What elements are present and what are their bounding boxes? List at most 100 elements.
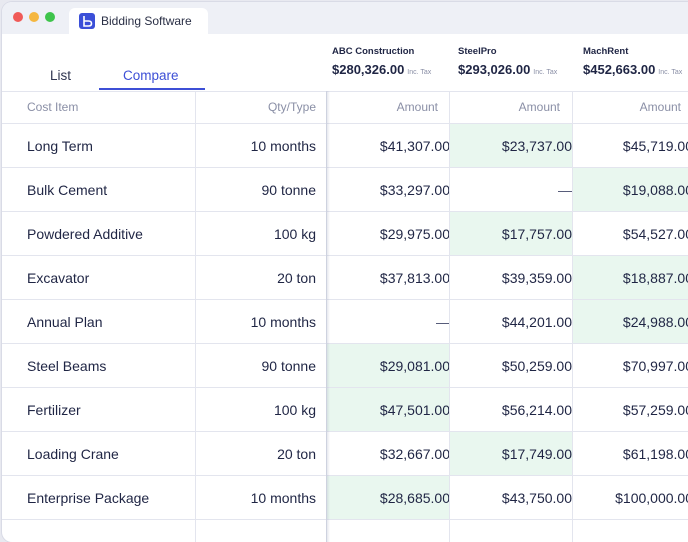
table-header: Cost Item Qty/Type Amount Amount Amount (2, 91, 688, 124)
lowest-bid-highlight (450, 432, 572, 475)
qty-cell: 90 tonne (261, 358, 317, 374)
table-row[interactable]: Long Term 10 months $41,307.00 $23,737.00 $4… (2, 124, 688, 168)
tab-title: Bidding Software (101, 14, 192, 28)
lowest-bid-highlight (450, 124, 572, 167)
cost-item-cell: Long Term (27, 138, 93, 154)
table-row[interactable]: Steel Beams 90 tonne $29,081.00 $50,259.00 $… (2, 344, 688, 388)
lowest-bid-highlight (573, 168, 688, 211)
vendor-name: MachRent (583, 46, 629, 57)
qty-cell: 10 months (250, 314, 316, 330)
table-row[interactable]: Annual Plan 10 months — $44,201.00 $24,988.0… (2, 300, 688, 344)
lowest-bid-highlight (450, 212, 572, 255)
amount-cell: $29,975.00 (379, 226, 450, 242)
amount-cell: $32,667.00 (379, 446, 450, 462)
cost-item-cell: Bulk Cement (27, 182, 108, 198)
tab-list[interactable]: List (50, 68, 72, 83)
amount-cell: $41,307.00 (379, 138, 450, 154)
cost-item-cell: Excavator (27, 270, 90, 286)
amount-cell: $50,259.00 (501, 358, 572, 374)
qty-cell: 10 months (250, 138, 316, 154)
amount-cell: — (436, 314, 450, 330)
column-header-amount[interactable]: Amount (396, 100, 438, 114)
qty-cell: 100 kg (273, 402, 316, 418)
active-tab-indicator (99, 88, 205, 90)
cost-item-cell: Loading Crane (27, 446, 119, 462)
row-divider (2, 167, 688, 168)
maximize-window-button[interactable] (45, 12, 55, 22)
amount-cell: $23,737.00 (501, 138, 572, 154)
row-divider (2, 431, 688, 432)
title-bar: Bidding Software (2, 2, 688, 34)
tax-label: Inc. Tax (407, 69, 432, 76)
lowest-bid-highlight (327, 344, 449, 387)
cost-item-cell: Enterprise Package (27, 490, 150, 506)
vendor-header: SteelPro $293,026.00 Inc. Tax (458, 46, 557, 79)
tax-label: Inc. Tax (533, 69, 558, 76)
row-divider (2, 387, 688, 388)
amount-cell: $29,081.00 (379, 358, 450, 374)
tax-label: Inc. Tax (658, 69, 683, 76)
table-row[interactable]: Fertilizer 100 kg $47,501.00 $56,214.00 $57,… (2, 388, 688, 432)
amount-cell: $57,259.00 (622, 402, 688, 418)
table-row[interactable]: Bulk Cement 90 tonne $33,297.00 — $19,088.00 (2, 168, 688, 212)
lowest-bid-highlight (327, 476, 449, 519)
amount-cell: $56,214.00 (501, 402, 572, 418)
amount-cell: $100,000.00 (615, 490, 688, 506)
amount-cell: $28,685.00 (379, 490, 450, 506)
lowest-bid-highlight (327, 388, 449, 431)
amount-cell: $39,359.00 (501, 270, 572, 286)
column-header-cost-item[interactable]: Cost Item (27, 100, 79, 114)
vendor-name: SteelPro (458, 46, 497, 57)
b-logo-icon (79, 13, 95, 29)
amount-cell: $17,757.00 (501, 226, 572, 242)
table-row[interactable]: Enterprise Package 10 months $28,685.00 $43… (2, 476, 688, 520)
table-row[interactable]: Excavator 20 ton $37,813.00 $39,359.00 $18,8… (2, 256, 688, 300)
column-divider (449, 91, 450, 542)
amount-cell: $47,501.00 (379, 402, 450, 418)
column-divider (572, 91, 573, 542)
amount-cell: $19,088.00 (622, 182, 688, 198)
row-divider (2, 299, 688, 300)
qty-cell: 20 ton (277, 446, 316, 462)
compare-header: List Compare ABC Construction $280,326.0… (2, 34, 688, 91)
row-divider (2, 211, 688, 212)
row-divider (2, 255, 688, 256)
table-border (2, 123, 688, 124)
qty-cell: 10 months (250, 490, 316, 506)
vendor-name: ABC Construction (332, 46, 415, 57)
tab-compare[interactable]: Compare (123, 68, 179, 83)
browser-tab[interactable]: Bidding Software (69, 8, 208, 34)
vendor-header: ABC Construction $280,326.00 Inc. Tax (332, 46, 431, 79)
amount-cell: $37,813.00 (379, 270, 450, 286)
table-row[interactable]: Loading Crane 20 ton $32,667.00 $17,749.00 $… (2, 432, 688, 476)
amount-cell: $18,887.00 (622, 270, 688, 286)
vendor-total: $293,026.00 (458, 62, 531, 77)
amount-cell: $54,527.00 (622, 226, 688, 242)
qty-cell: 100 kg (273, 226, 316, 242)
amount-cell: — (558, 182, 572, 198)
row-divider (2, 475, 688, 476)
cost-item-cell: Annual Plan (27, 314, 103, 330)
close-window-button[interactable] (13, 12, 23, 22)
amount-cell: $44,201.00 (501, 314, 572, 330)
qty-cell: 20 ton (277, 270, 316, 286)
amount-cell: $70,997.00 (622, 358, 688, 374)
vendor-total: $452,663.00 (583, 62, 656, 77)
amount-cell: $33,297.00 (379, 182, 450, 198)
table-border (2, 91, 688, 92)
column-header-amount[interactable]: Amount (518, 100, 560, 114)
lowest-bid-highlight (573, 256, 688, 299)
amount-cell: $61,198.00 (622, 446, 688, 462)
cost-item-cell: Steel Beams (27, 358, 107, 374)
column-divider (195, 91, 196, 542)
minimize-window-button[interactable] (29, 12, 39, 22)
column-divider (326, 91, 327, 542)
vendor-header: MachRent $452,663.00 Inc. Tax (583, 46, 682, 79)
column-header-qty[interactable]: Qty/Type (267, 100, 316, 114)
column-header-amount[interactable]: Amount (639, 100, 681, 114)
amount-cell: $24,988.00 (622, 314, 688, 330)
table-row[interactable]: Powdered Additive 100 kg $29,975.00 $17,757… (2, 212, 688, 256)
amount-cell: $45,719.00 (622, 138, 688, 154)
row-divider (2, 343, 688, 344)
